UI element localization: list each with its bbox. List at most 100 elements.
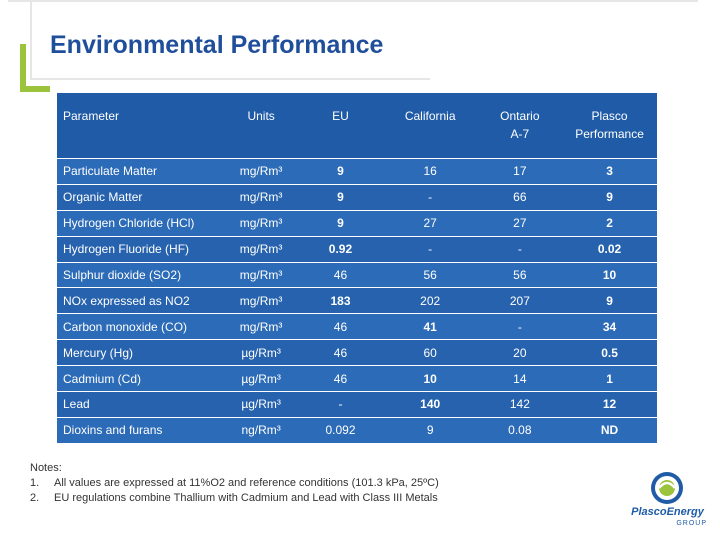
- accent-bar-vertical: [20, 44, 26, 92]
- cell-plasco: 9: [562, 288, 657, 314]
- table-header-row: Parameter Units EU California Ontario A-7…: [57, 93, 657, 158]
- cell-eu: 0.092: [298, 417, 383, 443]
- cell-plasco: 9: [562, 184, 657, 210]
- cell-ontario: 66: [477, 184, 563, 210]
- cell-parameter: Organic Matter: [57, 184, 224, 210]
- notes-heading: Notes:: [30, 462, 62, 474]
- cell-california: -: [382, 236, 478, 262]
- cell-parameter: Particulate Matter: [57, 159, 224, 184]
- table-row: Hydrogen Chloride (HCl) mg/Rm³ 9 27 27 2: [57, 210, 657, 236]
- header-units: Units: [224, 93, 299, 158]
- cell-ontario: 207: [477, 288, 563, 314]
- table-row: Cadmium (Cd) µg/Rm³ 46 10 14 1: [57, 366, 657, 392]
- cell-california: 41: [382, 314, 478, 340]
- cell-parameter: Lead: [57, 392, 224, 417]
- cell-units: mg/Rm³: [224, 262, 299, 288]
- cell-california: 140: [382, 392, 478, 417]
- page-title: Environmental Performance: [50, 31, 384, 59]
- note-number: 2.: [30, 492, 40, 504]
- table-row: Hydrogen Fluoride (HF) mg/Rm³ 0.92- -0.02: [57, 236, 657, 262]
- title-frame-top-line: [8, 0, 698, 2]
- cell-california: -: [382, 184, 478, 210]
- cell-units: mg/Rm³: [224, 184, 299, 210]
- table-body: Particulate Matter mg/Rm³ 9 16 17 3 Organic Ma…: [57, 159, 657, 443]
- table-row: Lead µg/Rm³ -140 142 12: [57, 392, 657, 417]
- cell-ontario: 27: [477, 210, 563, 236]
- accent-bar-horizontal: [20, 86, 50, 92]
- header-plasco: Plasco Performance: [562, 93, 657, 158]
- cell-eu: 46: [298, 340, 383, 366]
- logo-subtitle: GROUP: [676, 520, 707, 527]
- cell-units: ng/Rm³: [224, 417, 299, 443]
- header-plasco-line2: Performance: [575, 127, 644, 141]
- cell-eu: 9: [298, 159, 383, 184]
- cell-california: 9: [382, 417, 478, 443]
- note-item: 2. EU regulations combine Thallium with …: [30, 491, 439, 506]
- cell-parameter: Mercury (Hg): [57, 340, 224, 366]
- note-item: 1. All values are expressed at 11%O2 and…: [30, 476, 439, 491]
- cell-ontario: -: [477, 236, 563, 262]
- logo-name: PlascoEnergy: [631, 506, 704, 518]
- header-parameter: Parameter: [57, 93, 224, 158]
- cell-plasco: 34: [562, 314, 657, 340]
- table-row: Sulphur dioxide (SO2) mg/Rm³ 46 56 56 10: [57, 262, 657, 288]
- cell-eu: 9: [298, 210, 383, 236]
- cell-plasco: 1: [562, 366, 657, 392]
- cell-ontario: 14: [477, 366, 563, 392]
- cell-ontario: 0.08: [477, 417, 563, 443]
- cell-california: 16: [382, 159, 478, 184]
- note-text: All values are expressed at 11%O2 and re…: [54, 477, 439, 489]
- cell-california: 27: [382, 210, 478, 236]
- table-row: Mercury (Hg) µg/Rm³ 46 60 20 0.5: [57, 340, 657, 366]
- environmental-performance-table: Parameter Units EU California Ontario A-7…: [57, 92, 657, 444]
- cell-eu: 183: [298, 288, 383, 314]
- cell-units: µg/Rm³: [224, 392, 299, 417]
- cell-eu: 46: [298, 366, 383, 392]
- cell-california: 56: [382, 262, 478, 288]
- cell-california: 202: [382, 288, 478, 314]
- table-row: Organic Matter mg/Rm³ 9-66 9: [57, 184, 657, 210]
- cell-parameter: Dioxins and furans: [57, 417, 224, 443]
- company-logo: PlascoEnergy GROUP: [620, 470, 715, 530]
- cell-units: mg/Rm³: [224, 314, 299, 340]
- cell-units: µg/Rm³: [224, 366, 299, 392]
- cell-eu: -: [298, 392, 383, 417]
- header-california: California: [382, 93, 478, 158]
- cell-eu: 46: [298, 262, 383, 288]
- header-plasco-line1: Plasco: [591, 109, 628, 123]
- cell-units: mg/Rm³: [224, 210, 299, 236]
- cell-parameter: Sulphur dioxide (SO2): [57, 262, 224, 288]
- cell-units: µg/Rm³: [224, 340, 299, 366]
- header-ontario-line2: A-7: [510, 127, 530, 141]
- cell-parameter: NOx expressed as NO2: [57, 288, 224, 314]
- table-row: Dioxins and furans ng/Rm³ 0.092 9 0.08 ND: [57, 417, 657, 443]
- cell-ontario: 17: [477, 159, 563, 184]
- cell-units: mg/Rm³: [224, 159, 299, 184]
- cell-parameter: Cadmium (Cd): [57, 366, 224, 392]
- table-row: NOx expressed as NO2 mg/Rm³ 183 202 207 9: [57, 288, 657, 314]
- cell-parameter: Hydrogen Fluoride (HF): [57, 236, 224, 262]
- note-text: EU regulations combine Thallium with Cad…: [54, 492, 438, 504]
- cell-plasco: 2: [562, 210, 657, 236]
- notes: Notes: 1. All values are expressed at 11…: [30, 461, 439, 506]
- cell-eu: 46: [298, 314, 383, 340]
- cell-plasco: 12: [562, 392, 657, 417]
- title-frame-bottom-line: [30, 78, 430, 80]
- cell-ontario: 142: [477, 392, 563, 417]
- cell-plasco: 10: [562, 262, 657, 288]
- header-ontario: Ontario A-7: [477, 93, 563, 158]
- header-ontario-line1: Ontario: [500, 109, 540, 123]
- logo-emblem-icon: [651, 472, 683, 504]
- cell-ontario: 56: [477, 262, 563, 288]
- table-row: Carbon monoxide (CO) mg/Rm³ 46 41-34: [57, 314, 657, 340]
- header-eu: EU: [298, 93, 383, 158]
- table-row: Particulate Matter mg/Rm³ 9 16 17 3: [57, 159, 657, 184]
- cell-california: 60: [382, 340, 478, 366]
- cell-plasco: 0.02: [562, 236, 657, 262]
- cell-eu: 0.92: [298, 236, 383, 262]
- cell-units: mg/Rm³: [224, 236, 299, 262]
- cell-eu: 9: [298, 184, 383, 210]
- cell-parameter: Carbon monoxide (CO): [57, 314, 224, 340]
- cell-plasco: ND: [562, 417, 657, 443]
- cell-ontario: -: [477, 314, 563, 340]
